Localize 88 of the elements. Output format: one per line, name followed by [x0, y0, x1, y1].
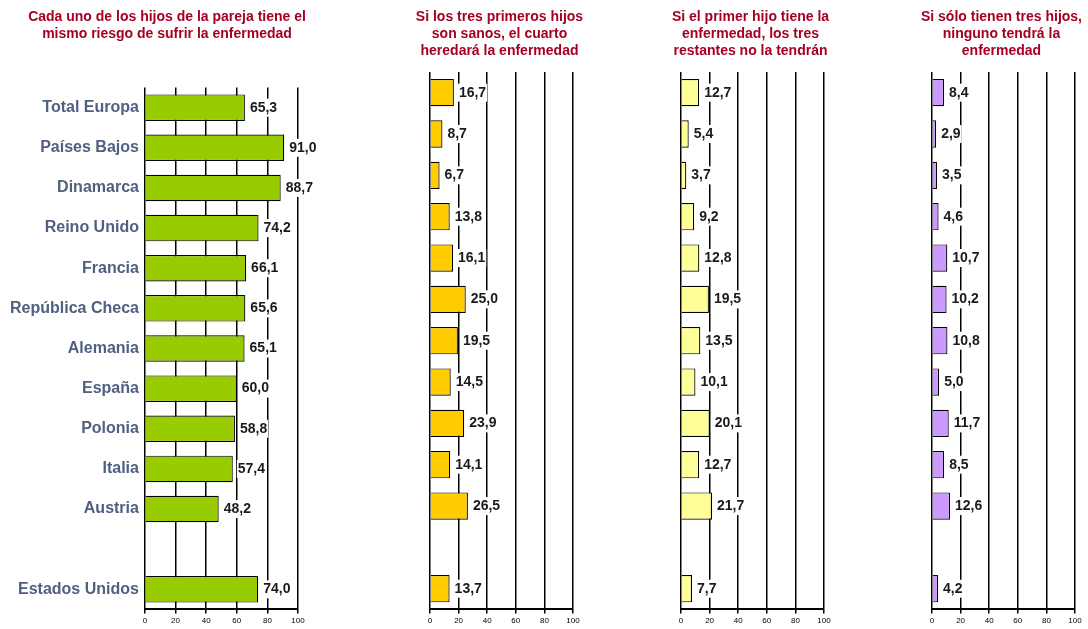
y-tick-label: Dinamarca	[57, 178, 140, 196]
data-label: 10,7	[952, 248, 980, 265]
data-label: 5,0	[944, 372, 964, 389]
data-label: 12,7	[704, 455, 732, 472]
data-label: 58,8	[239, 419, 268, 436]
data-label: 4,2	[943, 579, 963, 596]
data-label: 3,5	[942, 166, 962, 183]
y-tick-label: Países Bajos	[40, 138, 140, 156]
data-label: 9,2	[699, 207, 719, 224]
y-tick-label: Total Europa	[42, 98, 140, 116]
data-label: 16,7	[458, 83, 487, 100]
data-label: 19,5	[713, 290, 742, 307]
data-label: 6,7	[444, 166, 465, 183]
data-label: 10,2	[951, 290, 980, 307]
data-label: 16,1	[458, 248, 486, 265]
data-label: 21,7	[717, 496, 745, 513]
x-tick-label: 20	[705, 616, 715, 626]
x-tick-label: 80	[1041, 616, 1052, 626]
x-tick-label: 0	[427, 616, 433, 626]
x-tick-label: 80	[262, 616, 273, 626]
x-tick-label: 80	[539, 616, 550, 626]
data-label: 12,8	[704, 248, 732, 265]
x-tick-label: 20	[171, 616, 181, 626]
x-tick-label: 40	[482, 616, 493, 626]
data-label: 10,1	[700, 372, 728, 389]
chart-title: Si sólo tienen tres hijos, ninguno tendrá la enfermedad	[919, 7, 1083, 60]
data-label: 8,4	[949, 83, 969, 100]
data-label: 60,0	[241, 379, 270, 396]
data-label: 8,7	[447, 124, 468, 141]
data-label: 88,7	[285, 178, 314, 195]
x-tick-label: 100	[1068, 616, 1083, 626]
data-label: 57,4	[237, 459, 266, 476]
y-tick-label: Polonia	[81, 419, 140, 437]
data-label: 13,5	[705, 331, 733, 348]
data-label: 74,2	[263, 218, 291, 235]
y-tick-label: Italia	[102, 459, 140, 477]
data-label: 66,1	[251, 259, 279, 276]
x-tick-label: 40	[201, 616, 212, 626]
data-label: 12,7	[704, 83, 732, 100]
x-tick-label: 0	[142, 616, 148, 626]
chart-title: Si los tres primeros hijos son sanos, el cuarto heredará la enfermedad	[414, 7, 585, 60]
data-label: 2,9	[941, 124, 961, 141]
y-tick-label: Francia	[82, 258, 140, 276]
data-label: 4,6	[943, 207, 964, 224]
chart-title: Si el primer hijo tiene la enfermedad, los tres restantes no la tendrán	[670, 7, 831, 60]
x-tick-label: 60	[232, 616, 242, 626]
x-tick-label: 0	[929, 616, 935, 626]
data-label: 14,1	[455, 455, 483, 472]
y-tick-label: Austria	[83, 499, 140, 517]
data-label: 8,5	[949, 455, 969, 472]
data-label: 19,5	[462, 331, 491, 348]
x-tick-label: 100	[566, 616, 581, 626]
chart-title: Cada uno de los hijos de la pareja tiene el mismo riesgo de sufrir la enfermedad	[27, 7, 307, 43]
y-tick-label: República Checa	[9, 298, 140, 316]
data-label: 7,7	[697, 579, 717, 596]
x-tick-label: 40	[733, 616, 744, 626]
data-label: 74,0	[263, 580, 291, 597]
data-label: 10,8	[952, 331, 980, 348]
data-label: 26,5	[472, 496, 501, 513]
data-label: 48,2	[223, 499, 252, 516]
x-tick-label: 0	[678, 616, 684, 626]
y-tick-label: Alemania	[67, 338, 140, 356]
x-tick-label: 60	[762, 616, 772, 626]
y-tick-label: Estados Unidos	[18, 579, 140, 597]
x-tick-label: 60	[511, 616, 521, 626]
y-tick-label: España	[82, 379, 140, 397]
data-label: 5,4	[693, 124, 714, 141]
data-label: 20,1	[714, 414, 743, 431]
data-label: 65,3	[249, 98, 278, 115]
y-tick-label: Reino Unido	[44, 218, 140, 236]
data-label: 65,1	[249, 339, 278, 356]
data-label: 14,5	[455, 372, 484, 389]
x-tick-label: 40	[984, 616, 995, 626]
data-label: 65,6	[250, 299, 278, 316]
x-tick-label: 100	[291, 616, 306, 626]
x-tick-label: 20	[454, 616, 464, 626]
x-tick-label: 60	[1013, 616, 1023, 626]
data-label: 3,7	[691, 166, 711, 183]
data-label: 12,6	[955, 496, 983, 513]
x-tick-label: 80	[790, 616, 801, 626]
x-tick-label: 20	[956, 616, 966, 626]
data-label: 13,8	[454, 207, 483, 224]
data-label: 11,7	[953, 414, 981, 431]
data-label: 25,0	[470, 290, 499, 307]
data-label: 13,7	[454, 579, 483, 596]
data-label: 23,9	[469, 414, 497, 431]
data-label: 91,0	[289, 138, 317, 155]
x-tick-label: 100	[817, 616, 832, 626]
